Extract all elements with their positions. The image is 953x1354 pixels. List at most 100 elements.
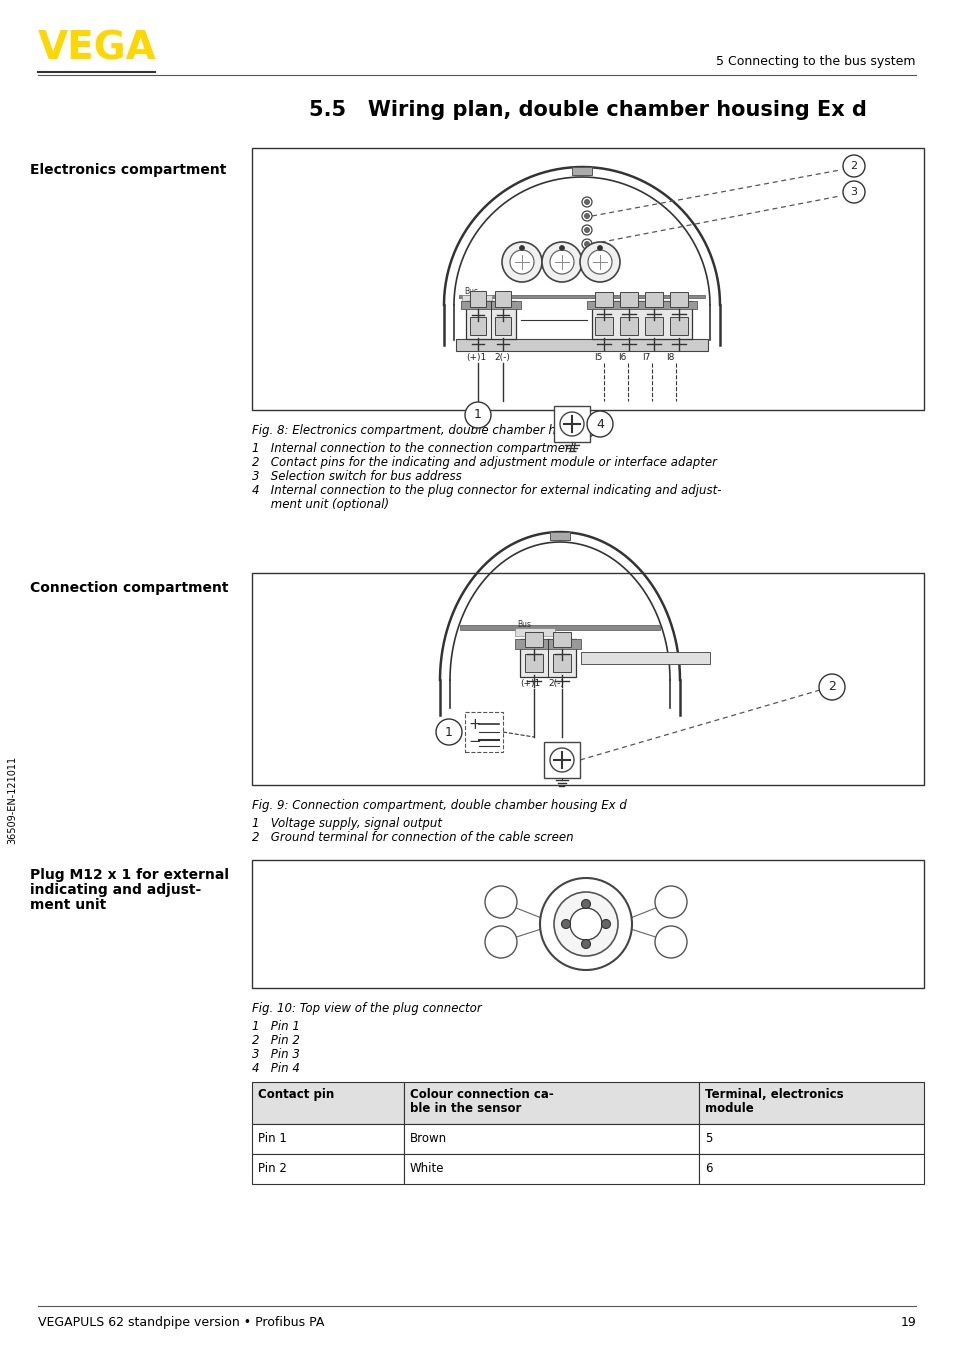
Text: 5: 5 bbox=[704, 1132, 712, 1145]
Text: 1: 1 bbox=[474, 409, 481, 421]
Text: 5 Connecting to the bus system: 5 Connecting to the bus system bbox=[716, 56, 915, 68]
Text: 4: 4 bbox=[596, 417, 603, 431]
Text: 2: 2 bbox=[827, 681, 835, 693]
Text: 3   Selection switch for bus address: 3 Selection switch for bus address bbox=[252, 470, 461, 483]
Text: module: module bbox=[704, 1102, 753, 1114]
Bar bbox=[595, 292, 613, 307]
Circle shape bbox=[818, 674, 844, 700]
Bar bbox=[580, 653, 709, 663]
Bar bbox=[460, 301, 520, 309]
Text: −: − bbox=[468, 734, 480, 749]
Text: Terminal, electronics: Terminal, electronics bbox=[704, 1089, 842, 1101]
Bar bbox=[554, 406, 589, 441]
Circle shape bbox=[554, 892, 618, 956]
Text: Bus: Bus bbox=[463, 287, 477, 297]
Text: indicating and adjust-: indicating and adjust- bbox=[30, 883, 201, 896]
Bar bbox=[465, 301, 516, 338]
Text: l5: l5 bbox=[594, 353, 601, 362]
Bar bbox=[699, 1124, 923, 1154]
Circle shape bbox=[541, 242, 581, 282]
Circle shape bbox=[584, 214, 589, 218]
Bar bbox=[459, 626, 659, 630]
Text: 2   Contact pins for the indicating and adjustment module or interface adapter: 2 Contact pins for the indicating and ad… bbox=[252, 456, 717, 468]
Circle shape bbox=[584, 227, 589, 233]
Text: l8: l8 bbox=[665, 353, 674, 362]
Bar bbox=[645, 292, 662, 307]
Bar bbox=[515, 639, 580, 649]
Circle shape bbox=[581, 240, 592, 249]
Circle shape bbox=[579, 242, 619, 282]
Text: 36509-EN-121011: 36509-EN-121011 bbox=[7, 756, 17, 844]
Text: 6: 6 bbox=[704, 1162, 712, 1175]
Circle shape bbox=[510, 250, 534, 274]
Circle shape bbox=[550, 747, 574, 772]
Circle shape bbox=[436, 719, 461, 745]
Bar bbox=[645, 317, 662, 334]
Bar bbox=[670, 292, 688, 307]
Text: ble in the sensor: ble in the sensor bbox=[410, 1102, 521, 1114]
Circle shape bbox=[581, 899, 590, 909]
Text: Electronics compartment: Electronics compartment bbox=[30, 162, 226, 177]
Bar bbox=[458, 295, 704, 298]
Circle shape bbox=[601, 919, 610, 929]
Circle shape bbox=[581, 196, 592, 207]
Text: VEGA: VEGA bbox=[38, 30, 156, 68]
Text: 1   Internal connection to the connection compartment: 1 Internal connection to the connection … bbox=[252, 441, 577, 455]
Text: 2(-): 2(-) bbox=[547, 678, 563, 688]
Text: l7: l7 bbox=[641, 353, 650, 362]
Bar bbox=[550, 532, 569, 540]
Text: White: White bbox=[410, 1162, 444, 1175]
Bar bbox=[403, 1154, 699, 1183]
Text: Connection compartment: Connection compartment bbox=[30, 581, 229, 594]
Text: Fig. 8: Electronics compartment, double chamber housing: Fig. 8: Electronics compartment, double … bbox=[252, 424, 595, 437]
Text: ment unit (optional): ment unit (optional) bbox=[252, 498, 389, 510]
Bar bbox=[553, 632, 571, 647]
Circle shape bbox=[501, 242, 541, 282]
Circle shape bbox=[597, 245, 602, 250]
Bar bbox=[553, 654, 571, 672]
Circle shape bbox=[550, 250, 574, 274]
Bar bbox=[456, 338, 707, 351]
Text: Bus: Bus bbox=[517, 620, 531, 630]
Circle shape bbox=[559, 412, 583, 436]
Circle shape bbox=[519, 245, 524, 250]
Bar bbox=[543, 742, 579, 779]
Text: +: + bbox=[468, 718, 480, 733]
Text: 19: 19 bbox=[900, 1316, 915, 1330]
Circle shape bbox=[464, 402, 491, 428]
Bar bbox=[252, 1082, 403, 1124]
Text: 2(-): 2(-) bbox=[494, 353, 509, 362]
Bar bbox=[670, 317, 688, 334]
Bar bbox=[572, 167, 592, 175]
Text: (+)1: (+)1 bbox=[465, 353, 486, 362]
Bar bbox=[252, 1154, 403, 1183]
Text: 2   Pin 2: 2 Pin 2 bbox=[252, 1034, 299, 1047]
Text: Colour connection ca-: Colour connection ca- bbox=[410, 1089, 553, 1101]
Bar bbox=[524, 654, 542, 672]
Text: (+)1: (+)1 bbox=[519, 678, 539, 688]
Circle shape bbox=[655, 926, 686, 959]
Bar bbox=[699, 1082, 923, 1124]
Circle shape bbox=[842, 181, 864, 203]
Bar bbox=[595, 317, 613, 334]
Text: Pin 2: Pin 2 bbox=[257, 1162, 287, 1175]
Text: VEGAPULS 62 standpipe version • Profibus PA: VEGAPULS 62 standpipe version • Profibus… bbox=[38, 1316, 324, 1330]
Bar bbox=[461, 295, 492, 301]
Text: l6: l6 bbox=[618, 353, 626, 362]
Bar bbox=[403, 1124, 699, 1154]
Bar bbox=[586, 301, 697, 309]
Circle shape bbox=[561, 919, 570, 929]
Circle shape bbox=[587, 250, 612, 274]
Bar bbox=[495, 291, 511, 307]
Circle shape bbox=[558, 245, 564, 250]
Text: 1: 1 bbox=[445, 726, 453, 738]
Text: 4   Internal connection to the plug connector for external indicating and adjust: 4 Internal connection to the plug connec… bbox=[252, 483, 720, 497]
Text: ment unit: ment unit bbox=[30, 898, 106, 913]
Bar bbox=[495, 317, 511, 334]
Bar bbox=[252, 148, 923, 410]
Bar bbox=[252, 1124, 403, 1154]
Text: 4   Pin 4: 4 Pin 4 bbox=[252, 1062, 299, 1075]
Text: Fig. 9: Connection compartment, double chamber housing Ex d: Fig. 9: Connection compartment, double c… bbox=[252, 799, 626, 812]
Circle shape bbox=[484, 926, 517, 959]
Bar bbox=[619, 292, 638, 307]
